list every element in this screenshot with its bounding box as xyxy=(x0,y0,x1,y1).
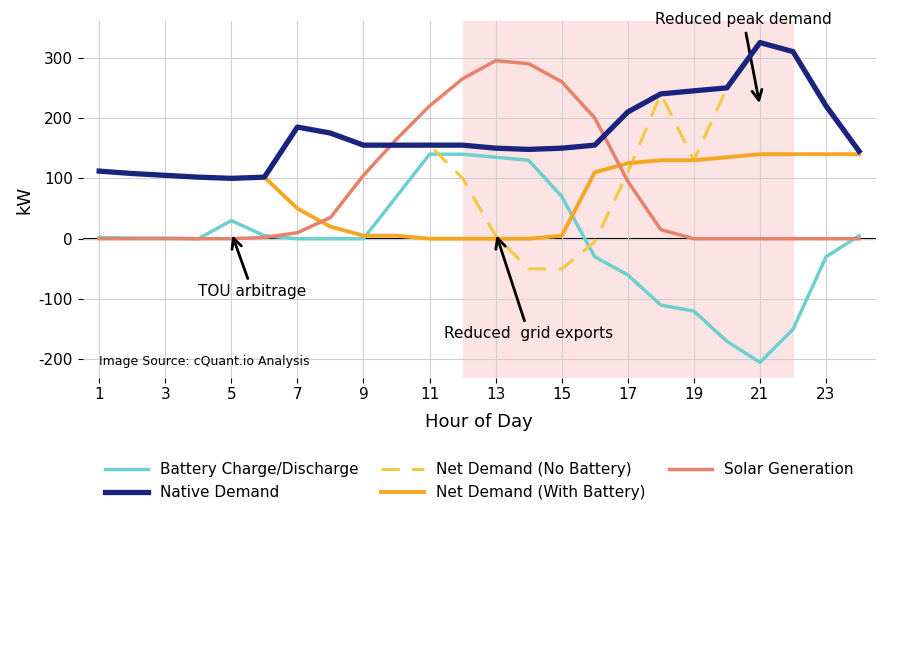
Bar xyxy=(463,22,793,377)
Text: Image Source: cQuant.io Analysis: Image Source: cQuant.io Analysis xyxy=(99,356,310,369)
Y-axis label: kW: kW xyxy=(15,186,33,214)
Text: TOU arbitrage: TOU arbitrage xyxy=(198,238,307,299)
Text: Reduced  grid exports: Reduced grid exports xyxy=(444,238,613,341)
X-axis label: Hour of Day: Hour of Day xyxy=(425,413,533,432)
Legend: Battery Charge/Discharge, Native Demand, Net Demand (No Battery), Net Demand (Wi: Battery Charge/Discharge, Native Demand,… xyxy=(99,457,859,506)
Text: Reduced peak demand: Reduced peak demand xyxy=(655,12,832,100)
